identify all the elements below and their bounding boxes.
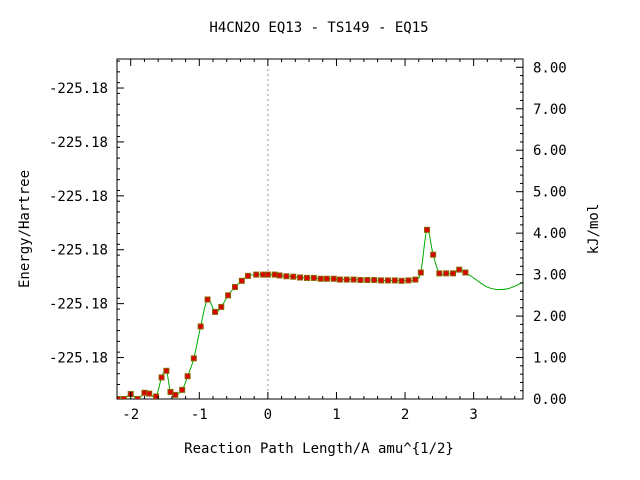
y-axis-label-left: Energy/Hartree: [17, 170, 33, 288]
x-tick-label: 0: [264, 407, 272, 423]
data-point: [218, 303, 225, 310]
data-point: [204, 296, 211, 303]
y-right-tick-label: 1.00: [533, 351, 567, 367]
data-point: [264, 271, 271, 278]
y-right-tick-label: 3.00: [533, 268, 567, 284]
data-point: [350, 276, 357, 283]
data-point: [197, 323, 204, 330]
data-point: [317, 275, 324, 282]
data-point: [260, 271, 267, 278]
data-point: [443, 270, 450, 277]
data-point: [290, 273, 297, 280]
data-point: [253, 271, 260, 278]
data-point: [450, 270, 457, 277]
data-point: [276, 272, 283, 279]
data-point: [141, 389, 148, 396]
y-left-tick-label: -225.18: [49, 243, 108, 259]
data-point: [378, 277, 385, 284]
data-point: [412, 276, 419, 283]
plot-frame: [116, 58, 524, 400]
data-point: [297, 274, 304, 281]
chart-title: H4CN2O EQ13 - TS149 - EQ15: [209, 20, 428, 36]
data-point: [117, 396, 121, 399]
data-point: [436, 270, 443, 277]
y-axis-label-right: kJ/mol: [586, 204, 602, 255]
y-left-tick-label: -225.18: [49, 135, 108, 151]
y-right-tick-label: 2.00: [533, 309, 567, 325]
x-tick-label: 3: [469, 407, 477, 423]
data-point: [303, 274, 310, 281]
y-left-tick-label: -225.18: [49, 297, 108, 313]
x-tick-label: -1: [191, 407, 208, 423]
y-left-tick-label: -225.18: [49, 189, 108, 205]
data-point: [398, 277, 405, 284]
data-point: [225, 292, 232, 299]
data-point: [231, 284, 238, 291]
data-point: [163, 367, 170, 374]
y-right-tick-label: 6.00: [533, 143, 567, 159]
data-point: [167, 388, 174, 395]
data-point: [423, 226, 430, 233]
data-point: [430, 251, 437, 258]
data-point: [184, 373, 191, 380]
y-right-tick-label: 7.00: [533, 102, 567, 118]
x-tick-label: -2: [122, 407, 139, 423]
data-point: [134, 396, 141, 399]
x-axis-label: Reaction Path Length/A amu^{1/2}: [184, 441, 454, 457]
data-point: [158, 374, 165, 381]
data-point: [364, 277, 371, 283]
y-right-tick-label: 0.00: [533, 392, 567, 408]
y-right-tick-label: 8.00: [533, 60, 567, 76]
data-point: [179, 386, 186, 393]
data-point: [417, 269, 424, 276]
data-point: [456, 266, 463, 273]
data-point: [212, 308, 219, 315]
data-point: [146, 390, 153, 397]
y-right-tick-label: 5.00: [533, 185, 567, 201]
data-point: [283, 273, 290, 280]
data-point: [384, 277, 391, 284]
energy-curve: [117, 229, 523, 399]
data-point: [336, 276, 343, 283]
data-point: [310, 274, 317, 281]
data-point: [405, 277, 412, 284]
data-point: [330, 275, 337, 282]
data-point: [120, 396, 127, 399]
data-point: [238, 277, 245, 284]
data-point: [271, 271, 278, 278]
data-point: [462, 269, 469, 276]
axis-ticks: -2 -1 0 1 2 3 -225.18 -225.18 -225.18 -225.18 -225…: [49, 59, 567, 423]
x-tick-label: 2: [401, 407, 409, 423]
data-point: [357, 277, 364, 283]
x-tick-label: 1: [332, 407, 340, 423]
data-point: [190, 355, 197, 362]
y-left-tick-label: -225.18: [49, 351, 108, 367]
plot-area: [116, 58, 524, 400]
data-point: [343, 276, 350, 283]
data-point: [323, 275, 330, 282]
y-left-tick-label: -225.18: [49, 81, 108, 97]
y-right-tick-label: 4.00: [533, 226, 567, 242]
data-point: [172, 391, 179, 398]
data-point: [391, 277, 398, 284]
data-point: [244, 272, 251, 279]
data-point: [371, 277, 378, 283]
